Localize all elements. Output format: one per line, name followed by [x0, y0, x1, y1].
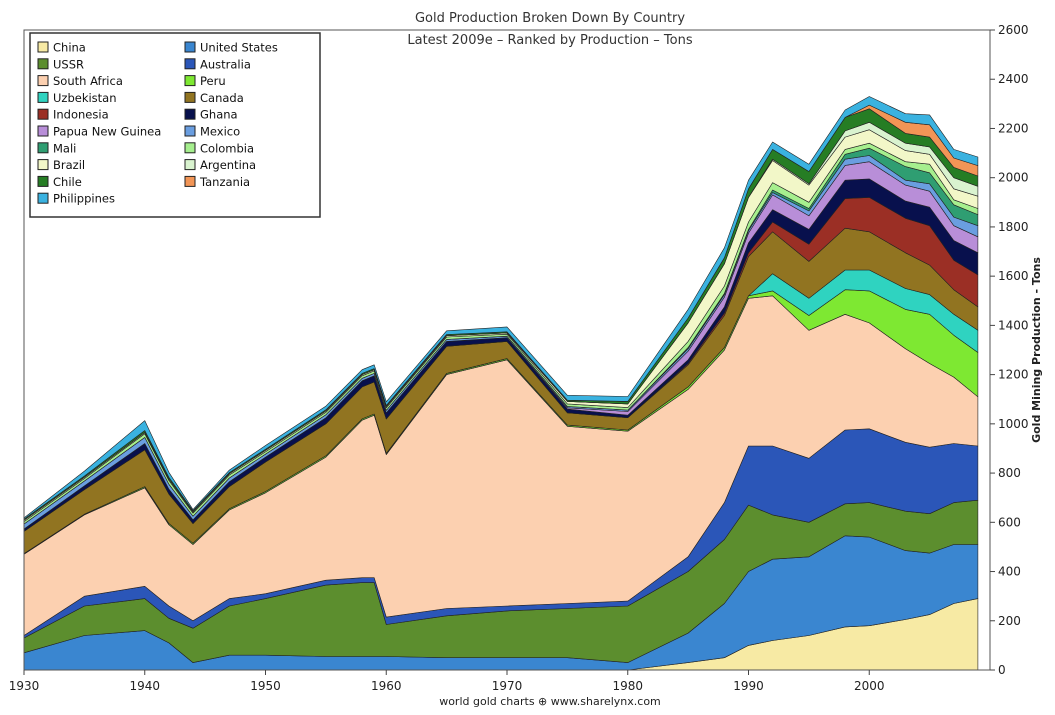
legend-label-china: China — [53, 41, 86, 55]
legend: China USSR South Africa Uzbekistan Indonesia… — [29, 32, 321, 218]
x-tick-label: 1940 — [129, 679, 160, 693]
legend-swatch-australia — [184, 58, 196, 70]
y-tick-label: 2400 — [998, 72, 1029, 86]
x-tick-label: 1960 — [371, 679, 402, 693]
axes: 1930 1940 1950 1960 1970 1980 1990 2000 0 200 400 6… — [9, 23, 1029, 693]
y-tick-label: 200 — [998, 614, 1021, 628]
legend-swatch-united-states — [184, 41, 196, 53]
y-axis-label: Gold Mining Production - Tons — [1030, 257, 1043, 443]
legend-label-ghana: Ghana — [200, 108, 238, 122]
legend-swatch-ghana — [184, 108, 196, 120]
x-tick-label: 2000 — [854, 679, 885, 693]
y-tick-label: 1200 — [998, 368, 1029, 382]
y-tick-label: 1600 — [998, 269, 1029, 283]
y-tick-label: 800 — [998, 466, 1021, 480]
chart-subtitle: Latest 2009e – Ranked by Production – To… — [407, 33, 692, 48]
legend-swatch-argentina — [184, 159, 196, 171]
legend-swatch-canada — [184, 91, 196, 103]
y-tick-label: 1000 — [998, 417, 1029, 431]
legend-swatch-mali — [37, 142, 49, 154]
x-tick-label: 1980 — [612, 679, 643, 693]
legend-label-mali: Mali — [53, 141, 76, 155]
x-tick-label: 1950 — [250, 679, 281, 693]
legend-label-papua-new-guinea: Papua New Guinea — [53, 125, 161, 139]
legend-swatch-uzbekistan — [37, 91, 49, 103]
x-tick-label: 1930 — [9, 679, 40, 693]
y-tick-label: 400 — [998, 565, 1021, 579]
y-tick-label: 2200 — [998, 121, 1029, 135]
plot-area — [23, 96, 979, 671]
legend-swatch-colombia — [184, 142, 196, 154]
legend-box — [29, 32, 321, 218]
legend-label-south-africa: South Africa — [53, 74, 123, 88]
legend-swatch-mexico — [184, 125, 196, 137]
chart-credit: world gold charts ⊕ www.sharelynx.com — [439, 695, 661, 708]
legend-swatch-peru — [184, 75, 196, 87]
chart-title: Gold Production Broken Down By Country — [415, 11, 685, 26]
legend-swatch-papua-new-guinea — [37, 125, 49, 137]
legend-label-united-states: United States — [200, 41, 278, 55]
legend-label-argentina: Argentina — [200, 158, 256, 172]
legend-swatch-ussr — [37, 58, 49, 70]
legend-swatch-chile — [37, 175, 49, 187]
y-tick-label: 600 — [998, 515, 1021, 529]
y-tick-label: 0 — [998, 663, 1006, 677]
legend-label-brazil: Brazil — [53, 158, 85, 172]
legend-swatch-south-africa — [37, 75, 49, 87]
legend-label-australia: Australia — [200, 57, 251, 71]
legend-swatch-indonesia — [37, 108, 49, 120]
legend-swatch-tanzania — [184, 175, 196, 187]
legend-label-indonesia: Indonesia — [53, 108, 109, 122]
legend-label-chile: Chile — [53, 175, 82, 189]
legend-label-uzbekistan: Uzbekistan — [53, 91, 117, 105]
x-tick-label: 1990 — [733, 679, 764, 693]
y-tick-label: 2000 — [998, 171, 1029, 185]
legend-swatch-philippines — [37, 192, 49, 204]
legend-swatch-brazil — [37, 159, 49, 171]
legend-label-ussr: USSR — [53, 57, 84, 71]
legend-label-canada: Canada — [200, 91, 244, 105]
x-tick-label: 1970 — [492, 679, 523, 693]
y-tick-label: 1800 — [998, 220, 1029, 234]
y-tick-label: 2600 — [998, 23, 1029, 37]
legend-label-tanzania: Tanzania — [199, 175, 250, 189]
legend-swatch-china — [37, 41, 49, 53]
legend-label-philippines: Philippines — [53, 192, 115, 206]
legend-label-peru: Peru — [200, 74, 226, 88]
y-tick-label: 1400 — [998, 318, 1029, 332]
area-philippines — [23, 96, 979, 520]
legend-label-mexico: Mexico — [200, 125, 240, 139]
legend-label-colombia: Colombia — [200, 141, 254, 155]
